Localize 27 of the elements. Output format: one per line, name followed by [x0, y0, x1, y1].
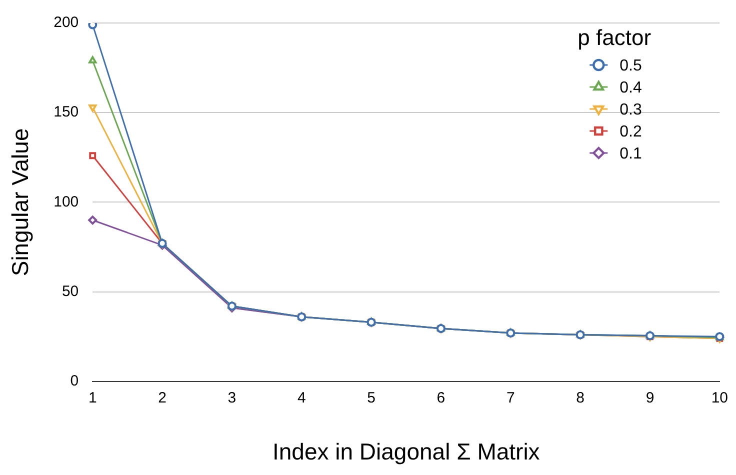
- x-tick-label: 6: [436, 390, 446, 407]
- point: [88, 56, 97, 64]
- x-tick-label: 8: [576, 390, 584, 407]
- legend-label: 0.5: [620, 57, 642, 74]
- legend-label: 0.4: [620, 79, 642, 96]
- x-tick-label: 10: [711, 390, 728, 407]
- x-axis-title: Index in Diagonal Σ Matrix: [272, 438, 540, 465]
- y-tick-label: 150: [54, 104, 79, 121]
- point: [88, 216, 98, 225]
- legend-label: 0.1: [620, 145, 642, 162]
- x-tick-label: 9: [646, 390, 654, 407]
- y-axis-title: Singular Value: [7, 128, 34, 276]
- point: [89, 152, 96, 160]
- legend-label: 0.3: [620, 101, 642, 118]
- x-tick-label: 5: [367, 390, 376, 407]
- legend-title: p factor: [578, 25, 652, 50]
- x-tick-label: 7: [506, 390, 515, 407]
- x-tick-label: 4: [297, 390, 306, 407]
- legend-label: 0.2: [620, 123, 642, 140]
- x-tick-label: 1: [88, 390, 97, 407]
- x-tick-label: 3: [228, 390, 236, 407]
- point: [88, 104, 97, 112]
- y-tick-label: 50: [62, 282, 79, 300]
- y-tick-label: 0: [70, 372, 79, 390]
- y-tick-label: 200: [54, 14, 79, 32]
- x-tick-label: 2: [158, 390, 166, 407]
- y-tick-label: 100: [54, 193, 79, 210]
